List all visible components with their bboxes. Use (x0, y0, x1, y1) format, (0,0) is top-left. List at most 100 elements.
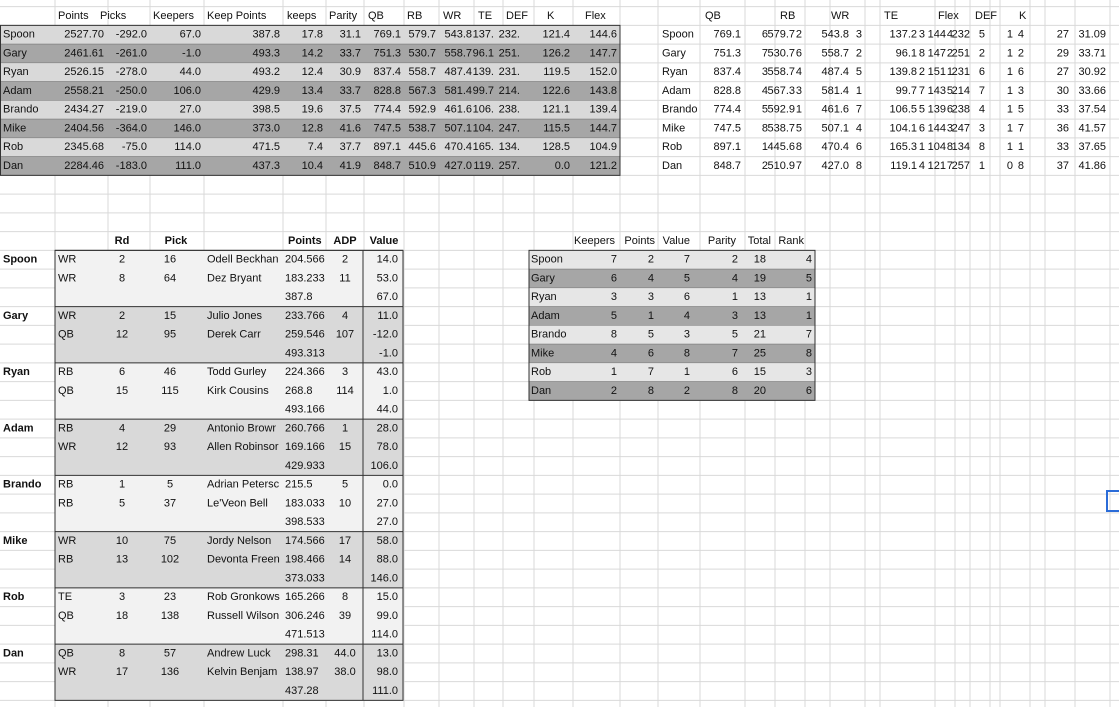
cell-value: 259.546 (285, 329, 325, 341)
cell-value: 445.6 (767, 141, 795, 153)
cell-value: 214 (952, 85, 970, 97)
cell-value: 17 (339, 535, 351, 547)
column-header: keeps (287, 10, 317, 22)
cell-value: 487.4 (444, 66, 472, 78)
cell-value: 37 (164, 497, 176, 509)
cell-value: RB (58, 422, 73, 434)
cell-value: -364.0 (116, 122, 147, 134)
cell-value: 37.54 (1078, 104, 1106, 116)
column-header: K (1019, 10, 1027, 22)
cell-value: 828.8 (373, 85, 401, 97)
row-label: Dan (662, 160, 682, 172)
cell-value: 139.4 (589, 104, 617, 116)
cell-value: WR (58, 310, 76, 322)
cell-value: 306.246 (285, 610, 325, 622)
team-name: Brando (3, 479, 42, 491)
group-fill (55, 475, 403, 532)
cell-value: 581.4 (444, 85, 472, 97)
cell-value: 7 (684, 254, 690, 266)
cell-value: -1.0 (182, 47, 201, 59)
cell-value: 137. (473, 29, 494, 41)
cell-value: 144 (928, 29, 946, 41)
cell-value: 12 (116, 441, 128, 453)
cell-value: 8 (119, 647, 125, 659)
cell-value: 4 (979, 104, 985, 116)
cell-value: 247. (499, 122, 520, 134)
column-header: Value (663, 235, 690, 247)
cell-value: 5 (684, 272, 690, 284)
cell-value: 461.6 (821, 104, 849, 116)
cell-value: 33.7 (340, 85, 361, 97)
column-header: WR (443, 10, 461, 22)
cell-value: 33.66 (1078, 85, 1106, 97)
row-label: Mike (662, 122, 685, 134)
cell-value: 12 (116, 329, 128, 341)
total-points: 471.513 (285, 629, 325, 641)
cell-value: 2 (684, 385, 690, 397)
cell-value: Russell Wilson (207, 610, 279, 622)
column-header: K (547, 10, 555, 22)
cell-value: 111.0 (175, 160, 201, 172)
cell-value: -261.0 (116, 47, 147, 59)
cell-value: 5 (856, 66, 862, 78)
cell-value: 27 (1057, 66, 1069, 78)
total-value: 106.0 (370, 460, 398, 472)
cell-value: 183.033 (285, 497, 325, 509)
cell-value: 387.8 (252, 29, 280, 41)
total-value: 27.0 (377, 516, 398, 528)
total-points: 429.933 (285, 460, 325, 472)
cell-value: 3 (979, 122, 985, 134)
cell-value: 6 (856, 141, 862, 153)
cell-value: 8 (1018, 160, 1024, 172)
cell-value: 4 (856, 122, 862, 134)
row-fill (528, 268, 816, 289)
cell-value: QB (58, 647, 74, 659)
cell-value: 8 (342, 591, 348, 603)
cell-value: Kelvin Benjam (207, 666, 277, 678)
column-header: Points (624, 235, 655, 247)
cell-value: 579.7 (767, 29, 795, 41)
column-header: Parity (708, 235, 737, 247)
total-value: -1.0 (379, 347, 398, 359)
row-label: Brando (3, 104, 38, 116)
cell-value: 567.3 (767, 85, 795, 97)
team-name: Adam (3, 422, 34, 434)
cell-value: 5 (119, 497, 125, 509)
cell-value: 8 (732, 385, 738, 397)
cell-value: 257 (952, 160, 970, 172)
row-fill (528, 325, 816, 345)
cell-value: 143.8 (589, 85, 617, 97)
cell-value: 27.0 (377, 497, 398, 509)
cell-value: 2 (947, 47, 953, 59)
cell-value: 751.3 (373, 47, 401, 59)
cell-value: 1 (611, 366, 617, 378)
selected-cell[interactable] (1106, 490, 1119, 512)
cell-value: 592.9 (408, 104, 436, 116)
cell-value: 837.4 (373, 66, 401, 78)
table-border (528, 249, 816, 401)
column-header: Picks (100, 10, 127, 22)
cell-value: 2527.70 (64, 29, 104, 41)
column-header: Points (58, 10, 89, 22)
column-header: Pick (165, 235, 189, 247)
cell-value: 461.6 (444, 104, 472, 116)
cell-value: 1 (1007, 122, 1013, 134)
column-header: Flex (585, 10, 606, 22)
cell-value: 4 (919, 160, 925, 172)
cell-value: Rob Gronkows (207, 591, 280, 603)
cell-value: 58.0 (377, 535, 398, 547)
cell-value: WR (58, 254, 76, 266)
cell-value: 115.5 (543, 122, 570, 134)
cell-value: 7.4 (308, 141, 323, 153)
cell-value: Julio Jones (207, 310, 263, 322)
cell-value: 3 (796, 85, 802, 97)
row-label: Dan (531, 385, 551, 397)
cell-value: 19.6 (302, 104, 323, 116)
cell-value: 5 (979, 29, 985, 41)
column-header: Points (288, 235, 322, 247)
cell-value: 18 (754, 254, 766, 266)
cell-value: 122.6 (542, 85, 570, 97)
cell-value: 5 (806, 272, 812, 284)
cell-value: 15 (164, 310, 176, 322)
cell-value: 1 (648, 310, 654, 322)
